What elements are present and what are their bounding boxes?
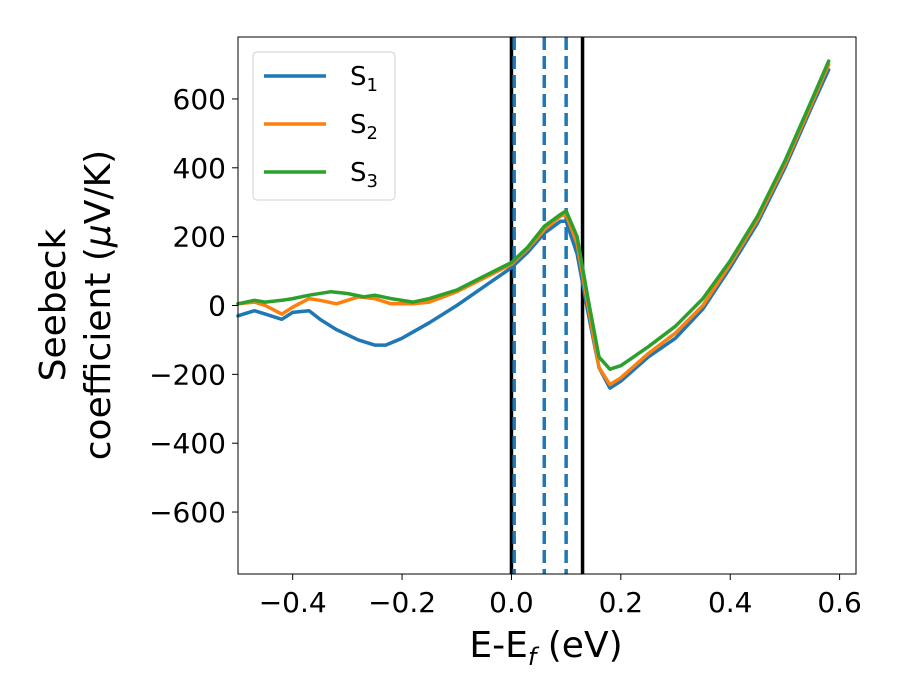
x-axis-label: E-Ef (eV) [469, 625, 622, 671]
series-line-s1 [236, 67, 831, 390]
reference-lines [509, 37, 585, 574]
legend-label-s3: S3 [350, 158, 378, 192]
y-axis-ticks: −600 −400 −200 0 200 400 600 [149, 83, 238, 529]
y-tick-label: 600 [173, 83, 226, 116]
y-tick-label: 400 [173, 152, 226, 185]
x-tick-label: 0.6 [817, 586, 862, 619]
series-line-s3 [236, 59, 831, 371]
y-axis-label-post: V/K) [78, 150, 119, 224]
y-tick-label: −600 [149, 496, 226, 529]
y-axis-label-pre: coefficient ( [78, 247, 119, 460]
x-axis-ticks: −0.4 −0.2 0.0 0.2 0.4 0.6 [259, 574, 862, 619]
x-tick-label: 0.2 [599, 586, 644, 619]
series-lines [236, 59, 831, 390]
y-tick-label: −200 [149, 358, 226, 391]
x-tick-label: 0.4 [708, 586, 753, 619]
y-axis-label-line2: coefficient (μV/K) [78, 150, 119, 460]
y-axis-label-mu: μ [78, 224, 119, 248]
legend-box [252, 51, 396, 201]
x-axis-label-main: E-E [469, 625, 527, 666]
y-tick-label: 200 [173, 221, 226, 254]
legend-label-s1: S1 [350, 62, 378, 96]
x-axis-label-unit: (eV) [536, 625, 622, 666]
y-axis-label-line1: Seebeck [33, 228, 74, 381]
x-tick-label: −0.2 [368, 586, 436, 619]
x-tick-label: 0.0 [489, 586, 534, 619]
legend-label-s2: S2 [350, 110, 378, 144]
legend: S1 S2 S3 [252, 51, 396, 201]
x-tick-label: −0.4 [259, 586, 327, 619]
y-tick-label: 0 [208, 290, 226, 323]
y-tick-label: −400 [149, 427, 226, 460]
